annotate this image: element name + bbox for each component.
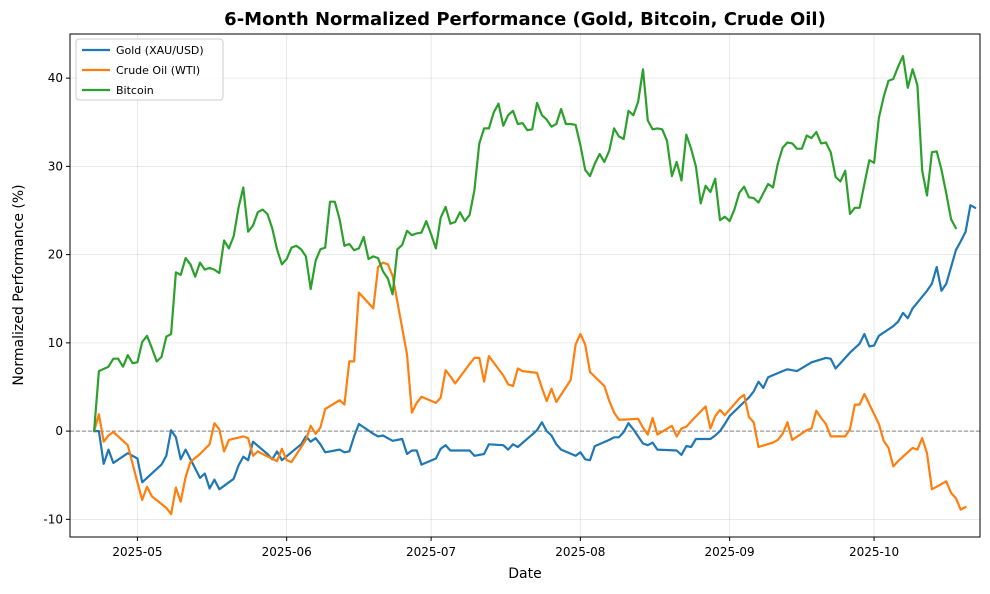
y-tick-label: 0 — [55, 424, 63, 438]
y-tick-label: 10 — [48, 336, 63, 350]
legend-label: Crude Oil (WTI) — [116, 64, 200, 77]
series-line-1 — [92, 261, 967, 516]
y-axis-label: Normalized Performance (%) — [11, 184, 27, 385]
series-line-0 — [92, 204, 977, 491]
legend-label: Gold (XAU/USD) — [116, 44, 204, 57]
x-tick-label: 2025-10 — [849, 545, 899, 559]
plot-frame — [69, 33, 981, 538]
y-axis-ticks: -10 0 10 20 30 40 — [43, 71, 70, 526]
x-axis-ticks: 2025-05 2025-06 2025-07 2025-08 2025-09 2025-… — [112, 537, 899, 559]
y-tick-label: 30 — [48, 159, 63, 173]
y-tick-label: 40 — [48, 71, 63, 85]
x-tick-label: 2025-08 — [555, 545, 605, 559]
y-tick-label: 20 — [48, 248, 63, 262]
x-tick-label: 2025-06 — [262, 545, 312, 559]
series-line-2 — [92, 54, 958, 433]
x-tick-label: 2025-05 — [112, 545, 162, 559]
chart-title: 6-Month Normalized Performance (Gold, Bi… — [224, 9, 826, 30]
x-tick-label: 2025-07 — [406, 545, 456, 559]
y-tick-label: -10 — [43, 512, 63, 526]
series-group — [92, 54, 977, 516]
grid — [70, 34, 980, 537]
x-axis-label: Date — [508, 566, 541, 582]
legend-box — [75, 38, 224, 101]
legend: Gold (XAU/USD) Crude Oil (WTI) Bitcoin — [75, 38, 224, 101]
x-tick-label: 2025-09 — [705, 545, 755, 559]
legend-label: Bitcoin — [116, 84, 154, 97]
